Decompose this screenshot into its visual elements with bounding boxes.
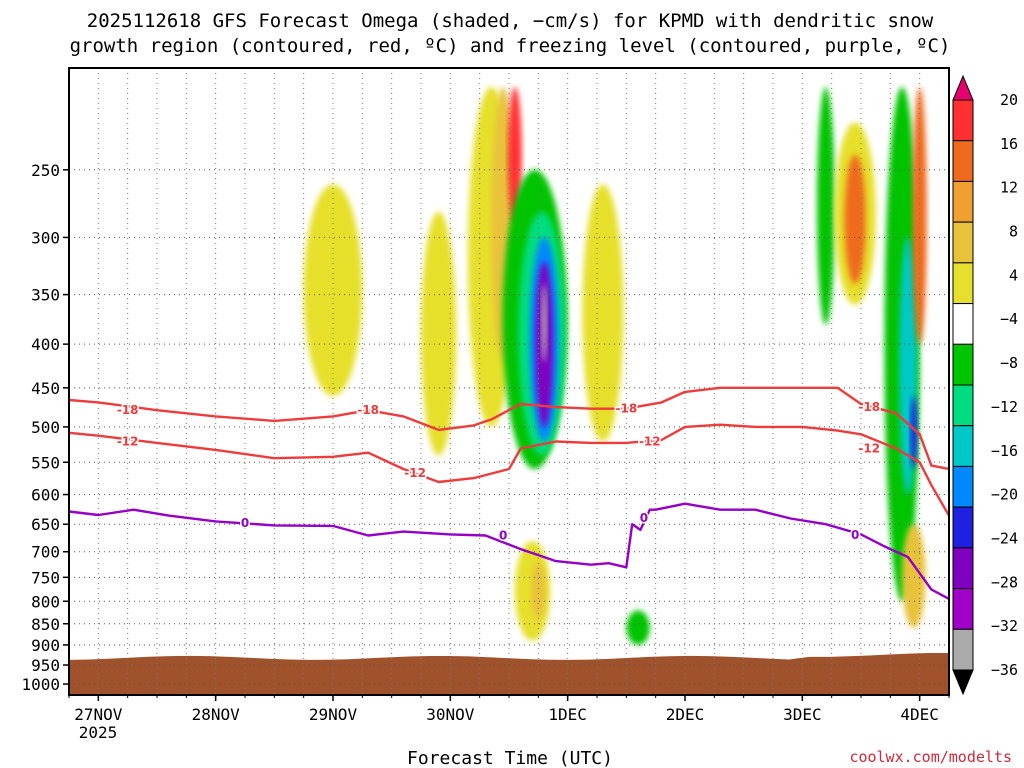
colorbar-tick-label-7: −12: [991, 398, 1018, 416]
y-tick-label-1000: 1000: [21, 675, 60, 694]
y-tick-label-800: 800: [31, 592, 60, 611]
contour-line--18-0: [69, 386, 949, 471]
contour-line-0-2: [69, 502, 949, 600]
chart-title-line2: growth region (contoured, red, ºC) and f…: [70, 35, 951, 57]
colorbar-tick-label-5: −4: [1000, 310, 1018, 328]
y-axis: 250 300 350 400 450 500 550 600 650 700 750 800 850 9…: [21, 161, 69, 694]
colorbar-tick-label-3: 8: [1009, 223, 1018, 241]
omega-shade-region-4: [507, 87, 522, 225]
colorbar-box-8: [952, 425, 974, 467]
omega-shade-region-12: [531, 562, 546, 620]
y-tick-label-850: 850: [31, 615, 60, 634]
y-tick-label-350: 350: [31, 286, 60, 305]
colorbar-box-10: [952, 506, 974, 549]
x-tick-label-29NOV: 29NOV: [309, 705, 358, 724]
colorbar-box-13: [952, 628, 974, 671]
omega-shade-region-9: [541, 283, 548, 363]
contour-label-7: -12: [858, 442, 880, 456]
y-tick-label-250: 250: [31, 161, 60, 180]
contour-label-6: -12: [639, 434, 661, 448]
colorbar-bottom-arrow: [952, 669, 974, 696]
x-tick-label-27NOV: 27NOV: [74, 705, 123, 724]
colorbar-tick-label-8: −16: [991, 442, 1018, 460]
x-axis-year-label: 2025: [79, 723, 118, 742]
omega-shade-region-20: [912, 87, 927, 345]
temperature-contours: -18 -18 -18 -18 -12 -12 -12 -12 0 0 0 0: [69, 386, 949, 600]
colorbar-box-6: [952, 343, 974, 386]
omega-shade-region-0: [303, 184, 363, 396]
colorbar-tick-label-4: 4: [1009, 266, 1018, 284]
contour-label-8: 0: [241, 516, 249, 530]
omega-shading: [303, 87, 927, 645]
y-tick-label-650: 650: [31, 515, 60, 534]
colorbar-box-2: [952, 180, 974, 223]
chart-title-line1: 2025112618 GFS Forecast Omega (shaded, −…: [87, 10, 934, 32]
x-tick-label-3DEC: 3DEC: [783, 705, 822, 724]
colorbar-tick-label-12: −32: [991, 617, 1018, 635]
contour-label-1: -18: [357, 403, 379, 417]
y-tick-label-550: 550: [31, 453, 60, 472]
colorbar-box-9: [952, 465, 974, 508]
colorbar-box-11: [952, 547, 974, 590]
colorbar-box-1: [952, 140, 974, 182]
y-tick-label-600: 600: [31, 486, 60, 505]
colorbar-box-5: [952, 303, 974, 345]
colorbar-box-12: [952, 588, 974, 630]
contour-label-9: 0: [499, 528, 507, 542]
x-axis: 27NOV 28NOV 29NOV 30NOV 1DEC 2DEC 3DEC 4DEC: [68, 695, 950, 724]
colorbar-tick-label-9: −20: [991, 486, 1018, 504]
contour-label-0: -18: [117, 403, 139, 417]
credit-text: coolwx.com/modelts: [849, 748, 1012, 766]
colorbar-tick-label-10: −24: [991, 529, 1018, 547]
omega-shade-region-13: [626, 610, 650, 645]
contour-label-11: 0: [851, 528, 859, 542]
colorbar-tick-label-13: −36: [991, 661, 1018, 679]
colorbar-box-3: [952, 221, 974, 264]
y-tick-label-900: 900: [31, 636, 60, 655]
colorbar-tick-label-6: −8: [1000, 354, 1018, 372]
y-tick-label-300: 300: [31, 228, 60, 247]
y-tick-label-750: 750: [31, 568, 60, 587]
contour-label-3: -18: [858, 400, 880, 414]
y-tick-label-950: 950: [31, 656, 60, 675]
omega-shade-region-19: [910, 395, 918, 469]
x-tick-label-30NOV: 30NOV: [426, 705, 475, 724]
colorbar-box-4: [952, 262, 974, 305]
colorbar-tick-label-2: 12: [1000, 179, 1018, 197]
colorbar-tick-label-11: −28: [991, 573, 1018, 591]
omega-shade-region-16: [844, 154, 866, 284]
y-tick-label-450: 450: [31, 379, 60, 398]
x-tick-label-28NOV: 28NOV: [192, 705, 241, 724]
omega-shade-region-1: [421, 211, 457, 456]
colorbar-box-0: [952, 99, 974, 142]
colorbar-tick-label-0: 20: [1000, 91, 1018, 109]
x-tick-label-2DEC: 2DEC: [666, 705, 705, 724]
colorbar-tick-label-1: 16: [1000, 135, 1018, 153]
x-tick-label-1DEC: 1DEC: [548, 705, 587, 724]
colorbar-box-7: [952, 384, 974, 427]
contour-label-2: -18: [615, 402, 637, 416]
y-tick-label-400: 400: [31, 335, 60, 354]
contour-label-10: 0: [640, 511, 648, 525]
omega-shade-region-21: [902, 524, 926, 629]
contour-label-5: -12: [404, 466, 426, 480]
y-tick-label-700: 700: [31, 543, 60, 562]
x-tick-label-4DEC: 4DEC: [900, 705, 939, 724]
gridlines: [69, 68, 949, 695]
y-tick-label-500: 500: [31, 418, 60, 437]
omega-shade-region-10: [582, 184, 624, 442]
colorbar: 20 16 12 8 4 −4 −8 −12 −16 −20 −24 −28 −32 −36: [952, 74, 1018, 696]
contour-label-4: -12: [117, 434, 139, 448]
omega-shade-region-14: [817, 87, 835, 326]
x-axis-title: Forecast Time (UTC): [407, 748, 613, 768]
contour-line--12-1: [69, 423, 949, 517]
colorbar-top-arrow: [952, 74, 974, 101]
